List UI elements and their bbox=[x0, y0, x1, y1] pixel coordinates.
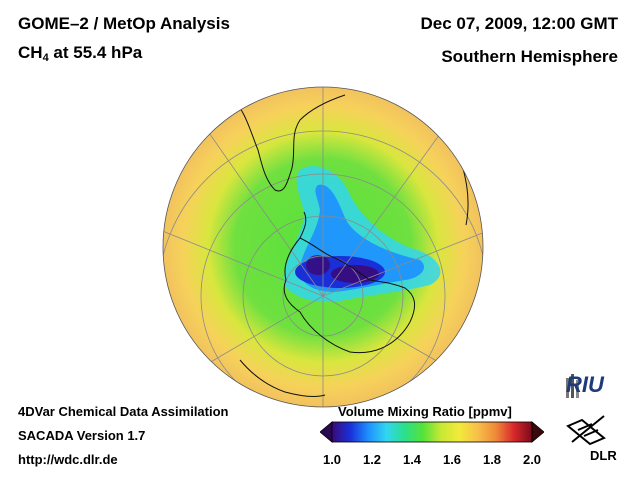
colorbar-tick-label: 2.0 bbox=[522, 452, 542, 467]
graticule bbox=[163, 87, 483, 407]
colorbar-gradient bbox=[331, 421, 533, 443]
analysis-date: Dec 07, 2009, 12:00 GMT bbox=[420, 14, 618, 33]
pressure-level: at 55.4 hPa bbox=[48, 43, 143, 62]
species-name: CH bbox=[18, 43, 43, 62]
riu-logo-text: RIU bbox=[566, 372, 604, 397]
colorbar bbox=[320, 421, 544, 443]
logo-area bbox=[566, 374, 606, 446]
dlr-logo-icon bbox=[566, 415, 606, 446]
antarctica-coast bbox=[283, 237, 416, 354]
colorbar-tick-label: 1.4 bbox=[402, 452, 422, 467]
colorbar-title: Volume Mixing Ratio [ppmv] bbox=[338, 404, 512, 419]
antarctic-peninsula bbox=[299, 211, 307, 239]
region-label: Southern Hemisphere bbox=[441, 47, 618, 66]
website-link[interactable]: http://wdc.dlr.de bbox=[18, 452, 118, 467]
species-label: CH4 at 55.4 hPa bbox=[18, 43, 142, 64]
south-america-coast bbox=[229, 94, 346, 192]
riu-logo-icon bbox=[566, 374, 579, 398]
species-subscript: 4 bbox=[42, 52, 49, 64]
colorbar-tick-label: 1.6 bbox=[442, 452, 462, 467]
colorbar-tick-label: 1.2 bbox=[362, 452, 382, 467]
version-label: SACADA Version 1.7 bbox=[18, 428, 146, 443]
colorbar-under-arrow bbox=[320, 421, 333, 443]
australia-coast bbox=[239, 359, 326, 397]
vortex-low-west bbox=[306, 255, 330, 275]
method-label: 4DVar Chemical Data Assimilation bbox=[18, 404, 229, 419]
dlr-logo-text: DLR bbox=[590, 448, 617, 463]
colorbar-over-arrow bbox=[531, 421, 544, 443]
colorbar-tick-label: 1.0 bbox=[322, 452, 342, 467]
map-title: GOME–2 / MetOp Analysis bbox=[18, 14, 230, 33]
colorbar-tick-label: 1.8 bbox=[482, 452, 502, 467]
